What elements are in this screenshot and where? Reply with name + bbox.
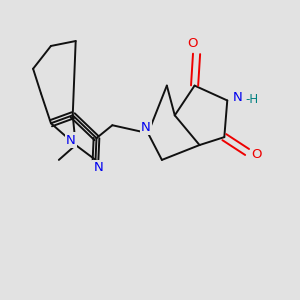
Text: O: O (188, 38, 198, 50)
Text: O: O (252, 148, 262, 161)
Text: N: N (141, 121, 151, 134)
Text: -H: -H (245, 93, 258, 106)
Text: N: N (66, 134, 76, 147)
Text: N: N (233, 91, 243, 104)
Text: N: N (94, 161, 103, 174)
